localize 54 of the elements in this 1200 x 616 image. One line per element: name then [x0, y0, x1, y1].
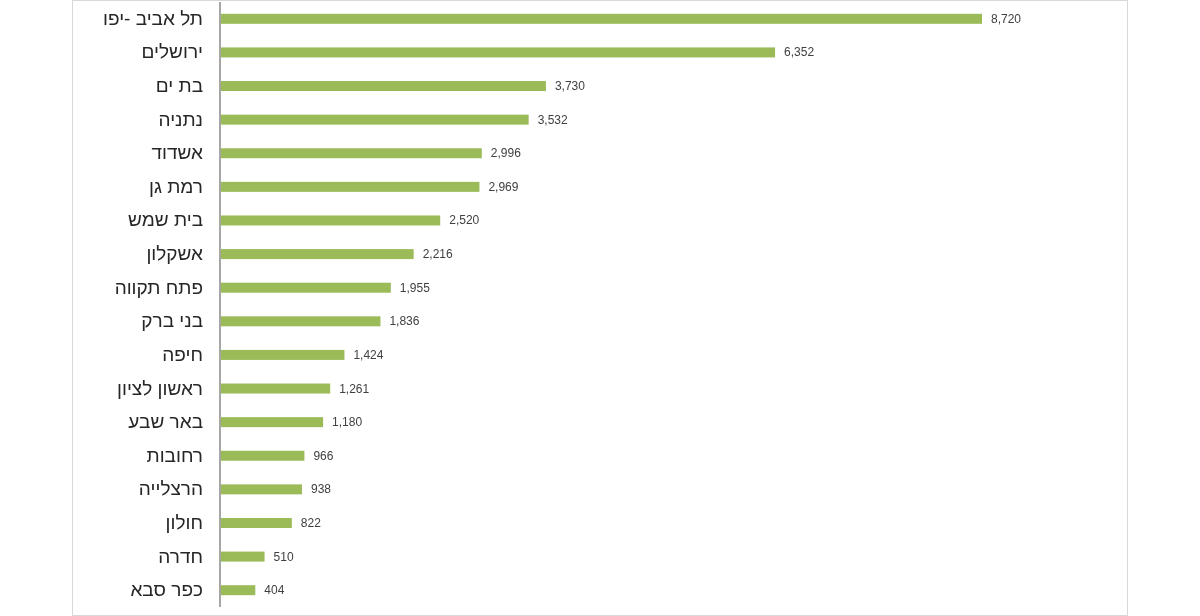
- data-label: 1,955: [399, 280, 431, 295]
- y-tick-label: ראשון לציון: [117, 377, 203, 399]
- bar: [220, 450, 305, 461]
- data-label: 822: [300, 515, 322, 530]
- y-tick-label: חולון: [165, 511, 203, 533]
- bar: [220, 484, 302, 495]
- data-label: 2,216: [422, 247, 453, 262]
- bar: [220, 215, 441, 226]
- y-tick-label: פתח תקווה: [114, 276, 203, 298]
- y-tick-label: רחובות: [146, 444, 203, 466]
- y-tick-label: חדרה: [158, 545, 203, 567]
- y-tick-label: באר שבע: [128, 411, 203, 433]
- bar: [220, 349, 345, 360]
- bar: [220, 47, 776, 58]
- y-tick-label: כפר סבא: [130, 579, 203, 601]
- data-label: 1,836: [389, 314, 420, 329]
- y-tick-label: בית שמש: [128, 209, 203, 231]
- bar: [220, 148, 482, 159]
- data-label: 2,969: [488, 179, 519, 194]
- bar: [220, 181, 480, 192]
- data-label: 966: [313, 448, 334, 463]
- y-tick-label: אשדוד: [151, 142, 204, 164]
- data-label: 938: [310, 482, 332, 497]
- y-tick-label: הרצלייה: [138, 478, 203, 500]
- y-tick-label: תל אביב -יפו: [103, 7, 203, 29]
- data-label: 510: [273, 549, 294, 564]
- data-label: 6,352: [784, 45, 815, 60]
- bar: [220, 517, 292, 528]
- y-tick-label: רמת גן: [148, 175, 203, 197]
- data-label: 1,261: [339, 381, 370, 396]
- y-tick-label: אשקלון: [146, 243, 204, 265]
- data-label: 404: [264, 583, 285, 598]
- bar: [220, 585, 256, 596]
- data-label: 2,996: [490, 146, 522, 161]
- data-label: 2,520: [449, 213, 480, 228]
- bar: [220, 383, 331, 394]
- data-label: 1,424: [353, 347, 384, 362]
- data-label: 1,180: [332, 415, 363, 430]
- bar: [220, 417, 324, 428]
- y-tick-label: נתניה: [158, 108, 203, 130]
- bar: [220, 551, 265, 562]
- data-label: 8,720: [991, 11, 1022, 26]
- bar: [220, 13, 982, 24]
- y-tick-label: בני ברק: [141, 310, 203, 332]
- y-tick-label: חיפה: [162, 343, 203, 365]
- data-label: 3,730: [554, 79, 586, 94]
- bar: [220, 282, 391, 293]
- bar: [220, 249, 414, 260]
- y-tick-label: ירושלים: [141, 41, 203, 63]
- y-tick-label: בת ים: [155, 75, 203, 97]
- bar: [220, 81, 546, 92]
- bar: [220, 114, 529, 125]
- data-label: 3,532: [537, 112, 568, 127]
- bar: [220, 316, 381, 327]
